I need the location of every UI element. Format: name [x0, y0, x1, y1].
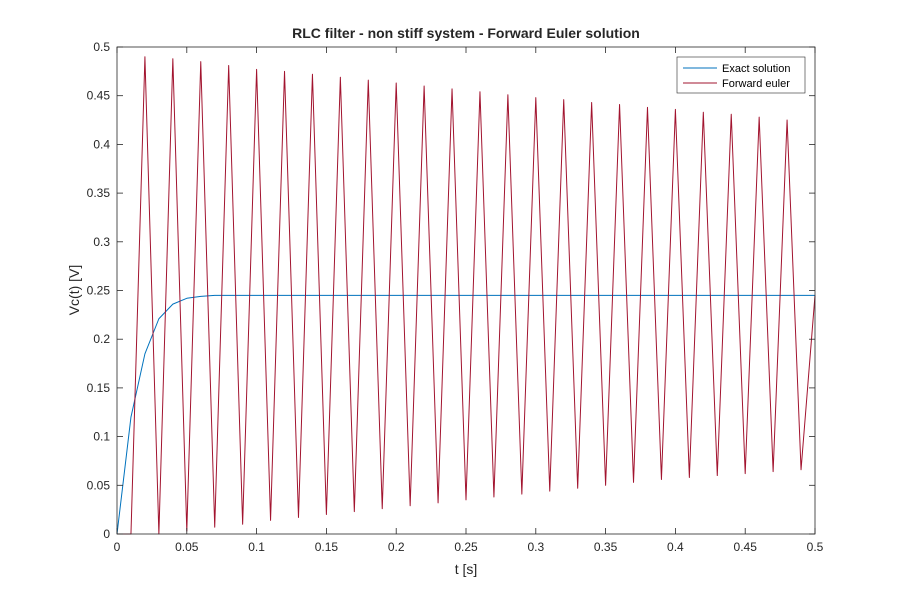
y-tick-label: 0.2 [93, 332, 110, 346]
y-tick-label: 0 [103, 527, 110, 541]
x-tick-label: 0.1 [248, 540, 265, 554]
y-axis-label: Vc(t) [V] [66, 265, 82, 316]
y-tick-label: 0.35 [87, 186, 111, 200]
legend-label-0: Exact solution [722, 63, 790, 75]
y-tick-label: 0.25 [87, 284, 111, 298]
y-tick-label: 0.5 [93, 40, 110, 54]
plot-area: 0 0.05 0.1 0.15 0.2 0.25 0.3 0.35 0.4 0.45 0.5 0 0.0… [87, 40, 824, 554]
x-tick-label: 0.2 [388, 540, 405, 554]
y-tick-label: 0.4 [93, 137, 110, 151]
x-tick-label: 0.25 [454, 540, 478, 554]
y-tick-label: 0.15 [87, 381, 111, 395]
y-tick-label: 0.3 [93, 235, 110, 249]
x-tick-label: 0.35 [594, 540, 618, 554]
x-tick-label: 0.15 [315, 540, 339, 554]
x-tick-label: 0 [114, 540, 121, 554]
x-tick-label: 0.4 [667, 540, 684, 554]
legend: Exact solution Forward euler [676, 56, 806, 94]
legend-label-1: Forward euler [722, 78, 790, 90]
x-tick-label: 0.45 [734, 540, 758, 554]
y-tick-label: 0.45 [87, 89, 111, 103]
x-tick-label: 0.3 [527, 540, 544, 554]
y-tick-label: 0.05 [87, 478, 111, 492]
plot-background [117, 47, 815, 534]
series-line-1 [117, 56, 816, 535]
y-tick-label: 0.1 [93, 430, 110, 444]
chart-title: RLC filter - non stiff system - Forward … [292, 25, 640, 41]
x-tick-label: 0.05 [175, 540, 199, 554]
x-tick-label: 0.5 [807, 540, 824, 554]
legend-box [676, 56, 806, 94]
x-axis-label: t [s] [455, 561, 478, 577]
